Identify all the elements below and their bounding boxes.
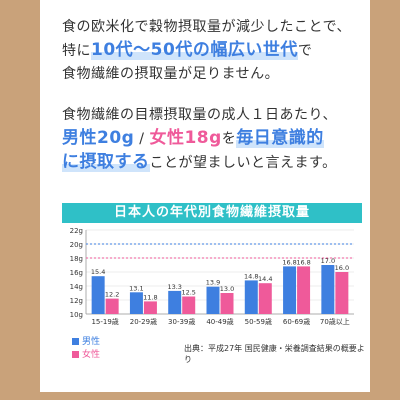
- generation-highlight: 10代〜50代の幅広い世代: [91, 40, 298, 60]
- data-label: 13.1: [129, 284, 143, 292]
- target-tail: ことが望ましいと言えます。: [149, 155, 337, 171]
- data-label: 13.9: [206, 279, 220, 287]
- y-tick-label: 14g: [70, 283, 83, 291]
- target-line-2: 男性20g / 女性18gを毎日意識的: [62, 127, 362, 151]
- chart-title: 日本人の年代別食物繊維摂取量: [62, 203, 362, 223]
- bar-male: [168, 290, 182, 314]
- data-label: 15.4: [91, 268, 105, 276]
- data-label: 14.8: [244, 272, 258, 280]
- target-line-3: に摂取することが望ましいと言えます。: [62, 151, 362, 175]
- intro-line-1: 食の欧米化で穀物摂取量が減少したことで、: [62, 19, 352, 35]
- intro-line-2-post: で: [297, 43, 313, 59]
- data-label: 12.2: [105, 291, 119, 299]
- bar-female: [220, 293, 234, 314]
- data-label: 13.0: [220, 285, 234, 293]
- legend-male-swatch: [72, 338, 79, 345]
- x-tick-label: 50-59歳: [245, 317, 272, 326]
- y-tick-label: 10g: [70, 311, 83, 319]
- bar-female: [335, 272, 349, 314]
- data-label: 16.8: [296, 258, 310, 266]
- target-separator: /: [134, 131, 150, 147]
- y-tick-label: 12g: [70, 297, 83, 305]
- legend-male-label: 男性: [82, 337, 101, 347]
- data-label: 16.8: [282, 258, 296, 266]
- x-tick-label: 60-69歳: [283, 317, 310, 326]
- x-tick-label: 15-19歳: [91, 317, 118, 326]
- y-tick-label: 18g: [70, 255, 83, 263]
- daily-highlight: 毎日意識的: [236, 128, 324, 148]
- source-note: 出典：平成27年 国民健康・栄養調査結果の概要より: [184, 344, 365, 364]
- fiber-intake-chart: 10g12g14g16g18g20g22g15.412.215-19歳13.11…: [70, 227, 354, 326]
- male-target: 男性20g: [62, 128, 135, 148]
- data-label: 12.5: [181, 289, 195, 297]
- legend-female-swatch: [72, 351, 79, 358]
- data-label: 16.0: [335, 264, 349, 272]
- content-card: 食の欧米化で穀物摂取量が減少したことで、 特に10代〜50代の幅広い世代で 食物…: [40, 0, 370, 392]
- x-tick-label: 30-39歳: [168, 317, 195, 326]
- bar-female: [182, 296, 196, 314]
- target-line-1: 食物繊維の目標摂取量の成人１日あたり、: [62, 107, 337, 123]
- female-target: 女性18g: [149, 128, 222, 148]
- x-tick-label: 40-49歳: [206, 317, 233, 326]
- bar-female: [297, 266, 311, 314]
- bar-male: [321, 265, 335, 314]
- bar-male: [129, 292, 143, 314]
- x-tick-label: 70歳以上: [320, 317, 350, 326]
- intro-line-3: 食物繊維の摂取量が足りません。: [62, 66, 280, 82]
- legend-female: 女性: [72, 349, 100, 362]
- y-tick-label: 16g: [70, 269, 83, 277]
- chart-legend: 男性 女性: [72, 336, 100, 362]
- intro-line-2: 特に10代〜50代の幅広い世代で: [62, 39, 362, 63]
- target-wo: を: [221, 131, 237, 147]
- intro-line-2-pre: 特に: [62, 43, 91, 59]
- bar-male: [244, 280, 258, 314]
- y-tick-label: 20g: [70, 241, 83, 249]
- data-label: 14.4: [258, 275, 272, 283]
- data-label: 17.0: [321, 257, 335, 265]
- intro-paragraph: 食の欧米化で穀物摂取量が減少したことで、 特に10代〜50代の幅広い世代で 食物…: [62, 16, 362, 86]
- target-paragraph: 食物繊維の目標摂取量の成人１日あたり、 男性20g / 女性18gを毎日意識的 …: [62, 104, 362, 175]
- bar-female: [105, 298, 119, 314]
- intake-highlight: に摂取する: [62, 152, 150, 172]
- bar-female: [143, 301, 157, 314]
- bar-male: [283, 266, 297, 314]
- legend-male: 男性: [72, 336, 100, 349]
- y-tick-label: 22g: [70, 227, 83, 235]
- data-label: 13.3: [167, 283, 181, 291]
- bar-male: [206, 286, 220, 314]
- data-label: 11.8: [143, 293, 157, 301]
- x-tick-label: 20-29歳: [130, 317, 157, 326]
- legend-female-label: 女性: [82, 350, 101, 360]
- bar-female: [258, 283, 272, 314]
- bar-male: [91, 276, 105, 314]
